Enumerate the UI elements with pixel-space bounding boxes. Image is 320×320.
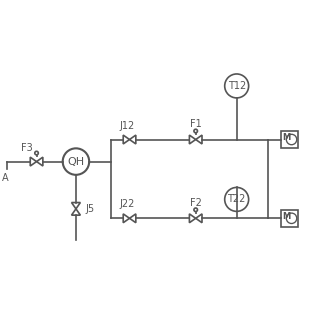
Circle shape — [35, 151, 38, 155]
Text: A: A — [2, 172, 8, 183]
Text: M: M — [283, 212, 291, 221]
Polygon shape — [189, 135, 196, 144]
Text: J22: J22 — [119, 199, 135, 210]
Polygon shape — [123, 135, 130, 144]
Circle shape — [194, 129, 197, 133]
Text: M: M — [283, 133, 291, 142]
Polygon shape — [196, 214, 202, 223]
Polygon shape — [30, 157, 36, 166]
Text: J12: J12 — [119, 121, 135, 131]
Circle shape — [225, 188, 249, 212]
Polygon shape — [196, 135, 202, 144]
Polygon shape — [130, 135, 136, 144]
Circle shape — [63, 148, 89, 175]
Polygon shape — [130, 214, 136, 223]
Text: F1: F1 — [190, 119, 202, 129]
Text: F2: F2 — [190, 198, 202, 208]
Circle shape — [194, 208, 197, 212]
Polygon shape — [72, 203, 80, 209]
FancyBboxPatch shape — [281, 131, 298, 148]
FancyBboxPatch shape — [281, 210, 298, 227]
Circle shape — [286, 134, 297, 145]
Circle shape — [286, 213, 297, 223]
Polygon shape — [36, 157, 43, 166]
Text: F3: F3 — [20, 143, 32, 153]
Polygon shape — [123, 214, 130, 223]
Polygon shape — [189, 214, 196, 223]
Text: T22: T22 — [228, 194, 246, 204]
Text: T12: T12 — [228, 81, 246, 91]
Text: QH: QH — [68, 156, 84, 167]
Text: J5: J5 — [85, 204, 94, 214]
Polygon shape — [72, 209, 80, 215]
Circle shape — [225, 74, 249, 98]
